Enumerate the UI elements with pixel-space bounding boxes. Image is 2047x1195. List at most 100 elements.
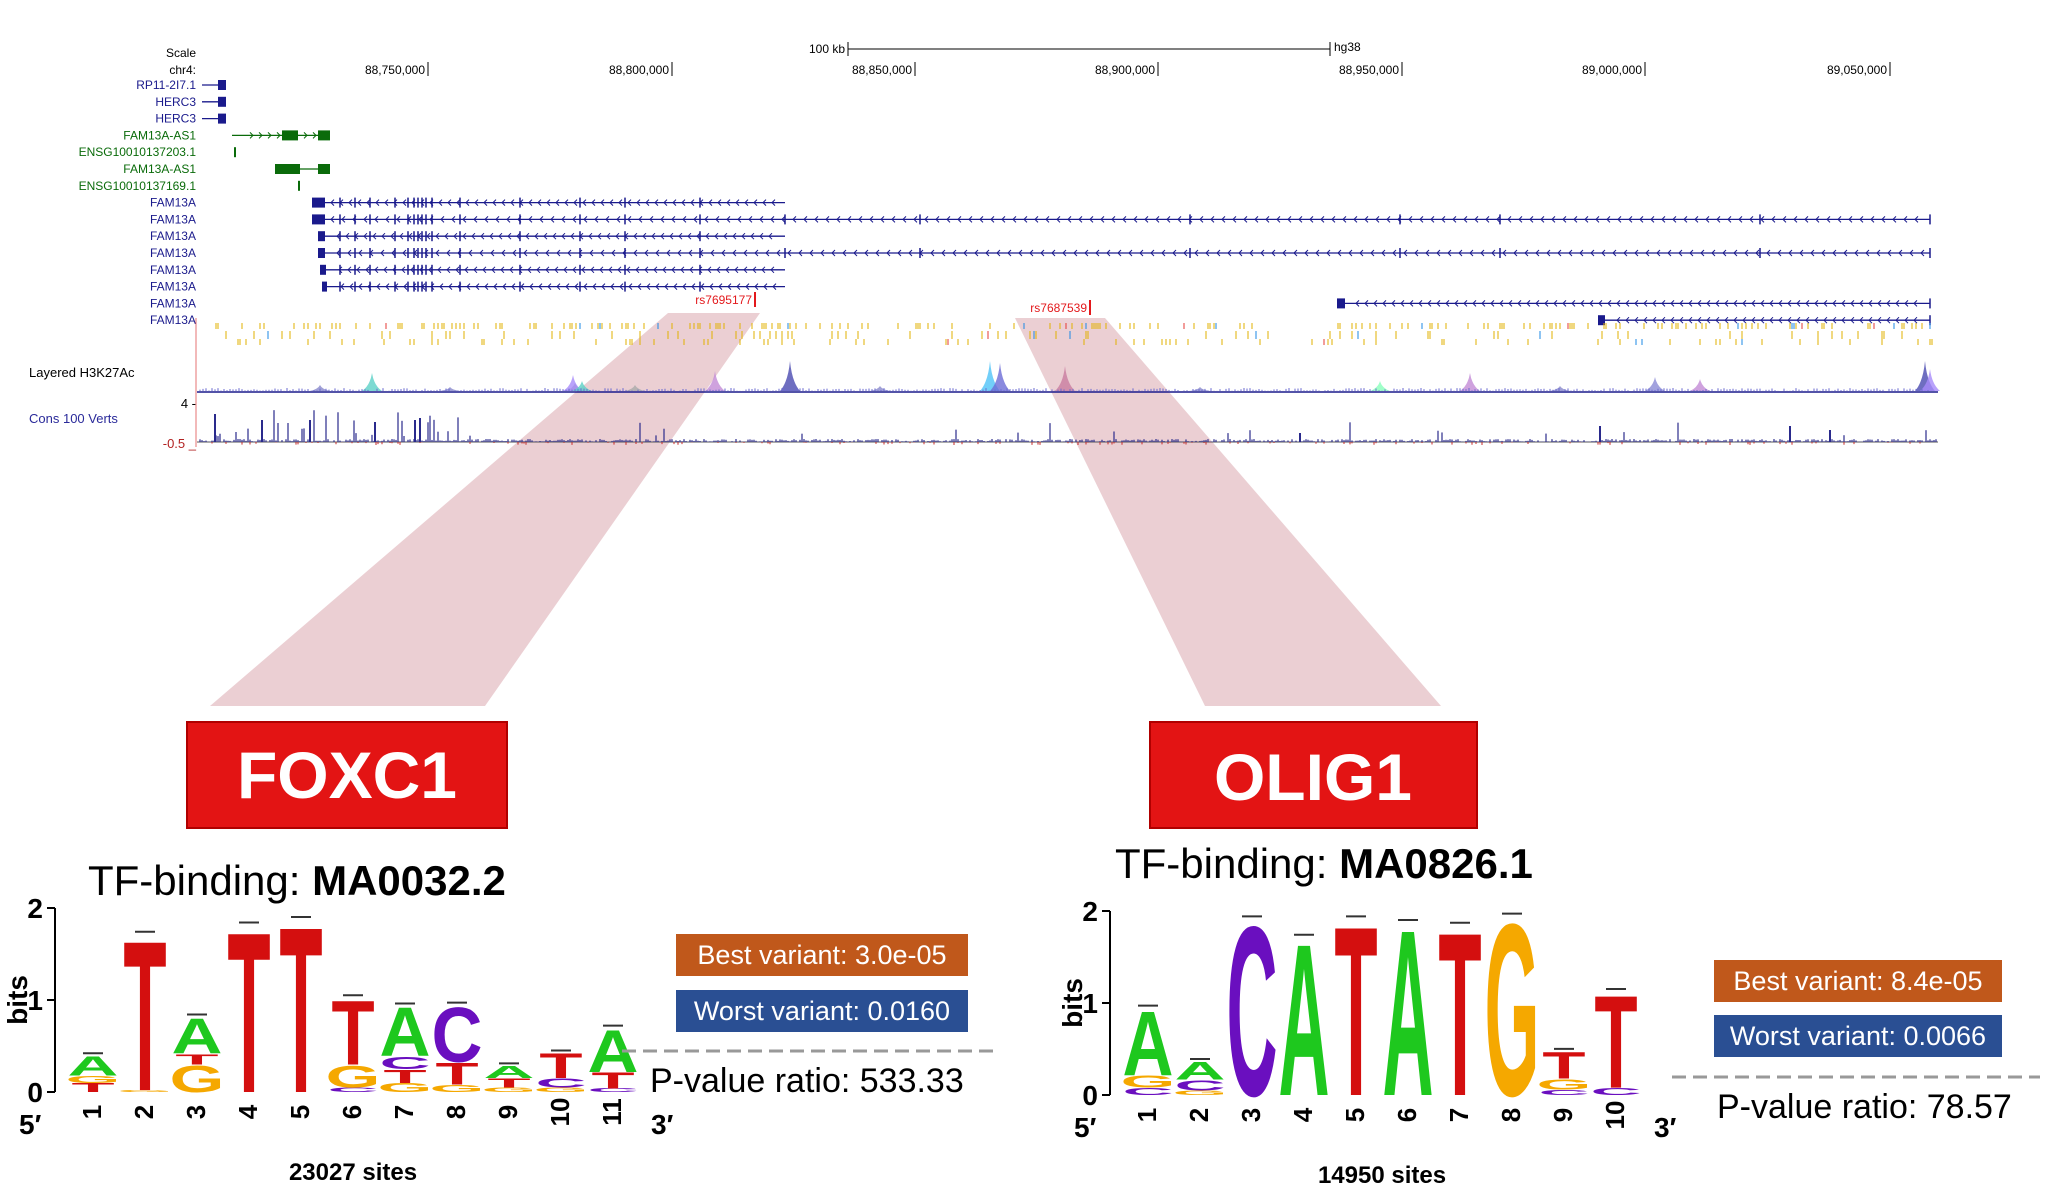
strand-chevron xyxy=(1364,216,1369,223)
strand-chevron xyxy=(1887,249,1892,257)
strand-chevron xyxy=(349,283,354,290)
strand-chevron xyxy=(1841,300,1846,307)
strand-chevron xyxy=(1513,249,1518,257)
logo-letter-G: G xyxy=(1121,1072,1176,1092)
strand-chevron xyxy=(1892,216,1897,223)
strand-chevron xyxy=(418,216,423,223)
strand-chevron xyxy=(516,232,521,240)
strand-chevron xyxy=(1249,249,1254,257)
strand-chevron xyxy=(864,249,869,257)
gene-exon xyxy=(1598,315,1605,326)
strand-chevron xyxy=(886,249,891,257)
strand-chevron xyxy=(726,216,731,223)
strand-chevron xyxy=(1518,216,1523,223)
strand-chevron xyxy=(645,199,650,206)
strand-chevron xyxy=(538,283,543,290)
strand-chevron xyxy=(787,249,792,257)
strand-chevron xyxy=(642,232,647,240)
strand-chevron xyxy=(1841,316,1846,324)
strand-chevron xyxy=(1877,300,1882,307)
strand-chevron xyxy=(752,266,757,274)
strand-chevron xyxy=(1227,249,1232,257)
strand-chevron xyxy=(762,199,767,206)
tf-box-olig1: OLIG1 xyxy=(1149,721,1478,829)
strand-chevron xyxy=(475,283,480,290)
strand-chevron xyxy=(671,216,676,223)
strand-chevron xyxy=(1711,249,1716,257)
strand-chevron xyxy=(249,132,254,139)
strand-chevron xyxy=(563,266,568,274)
strand-chevron xyxy=(1628,216,1633,223)
strand-chevron xyxy=(1870,216,1875,223)
strand-chevron xyxy=(1868,300,1873,307)
strand-chevron xyxy=(582,199,587,206)
strand-chevron xyxy=(1850,316,1855,324)
strand-chevron xyxy=(798,249,803,257)
strand-chevron xyxy=(745,283,750,290)
strand-chevron xyxy=(1441,216,1446,223)
strand-chevron xyxy=(1837,216,1842,223)
best-variant-badge-olig1: Best variant: 8.4e-05 xyxy=(1714,960,2002,1002)
h3k27ac-peak xyxy=(625,385,645,391)
strand-chevron xyxy=(1694,216,1699,223)
strand-chevron xyxy=(402,249,407,257)
logo-letter-T: T xyxy=(1594,969,1637,1116)
position-label: 88,950,000 xyxy=(1339,63,1399,77)
logo-letter-G: G xyxy=(1485,873,1540,1148)
strand-chevron xyxy=(501,249,506,257)
strand-chevron xyxy=(1881,216,1886,223)
strand-chevron xyxy=(435,249,440,257)
strand-chevron xyxy=(1315,249,1320,257)
h3k27ac-peak xyxy=(1690,379,1710,391)
scale-label: Scale xyxy=(166,46,196,60)
strand-chevron xyxy=(1238,249,1243,257)
strand-chevron xyxy=(1571,300,1576,307)
strand-chevron xyxy=(578,249,583,257)
strand-chevron xyxy=(583,283,588,290)
gene-models xyxy=(202,80,1931,326)
strand-chevron xyxy=(1787,300,1792,307)
strand-chevron xyxy=(1062,249,1067,257)
strand-chevron xyxy=(1672,216,1677,223)
strand-chevron xyxy=(1491,249,1496,257)
strand-chevron xyxy=(605,216,610,223)
strand-chevron xyxy=(743,249,748,257)
strand-chevron xyxy=(673,283,678,290)
logo-letter-T: T xyxy=(175,1051,218,1068)
strand-chevron xyxy=(1778,300,1783,307)
strand-chevron xyxy=(1496,216,1501,223)
gene-exon xyxy=(318,130,330,141)
strand-chevron xyxy=(1634,300,1639,307)
strand-chevron xyxy=(1623,249,1628,257)
strand-chevron xyxy=(1854,249,1859,257)
strand-chevron xyxy=(633,232,638,240)
strand-chevron xyxy=(700,283,705,290)
logo-letter-C: C xyxy=(1539,1088,1590,1096)
strand-chevron xyxy=(768,232,773,240)
strand-chevron xyxy=(1625,300,1630,307)
strand-chevron xyxy=(957,216,962,223)
strand-chevron xyxy=(847,216,852,223)
track-label: RP11-2I7.1 xyxy=(136,78,196,92)
strand-chevron xyxy=(439,283,444,290)
strand-chevron xyxy=(1155,216,1160,223)
strand-chevron xyxy=(506,216,511,223)
strand-chevron xyxy=(1733,316,1738,324)
snp-label-rs7687539: rs7687539 xyxy=(1030,301,1087,315)
h3k27ac-peak xyxy=(1460,373,1480,391)
strand-chevron xyxy=(1661,300,1666,307)
logo-letter-T: T xyxy=(591,1068,634,1093)
strand-chevron xyxy=(1139,249,1144,257)
scalebar-label: 100 kb xyxy=(809,42,845,56)
strand-chevron xyxy=(753,199,758,206)
strand-chevron xyxy=(1645,249,1650,257)
strand-chevron xyxy=(1769,300,1774,307)
h3k27ac-label: Layered H3K27Ac xyxy=(29,365,135,380)
strand-chevron xyxy=(825,216,830,223)
strand-chevron xyxy=(336,249,341,257)
strand-chevron xyxy=(1128,249,1133,257)
strand-chevron xyxy=(836,216,841,223)
strand-chevron xyxy=(736,283,741,290)
strand-chevron xyxy=(725,266,730,274)
strand-chevron xyxy=(963,249,968,257)
